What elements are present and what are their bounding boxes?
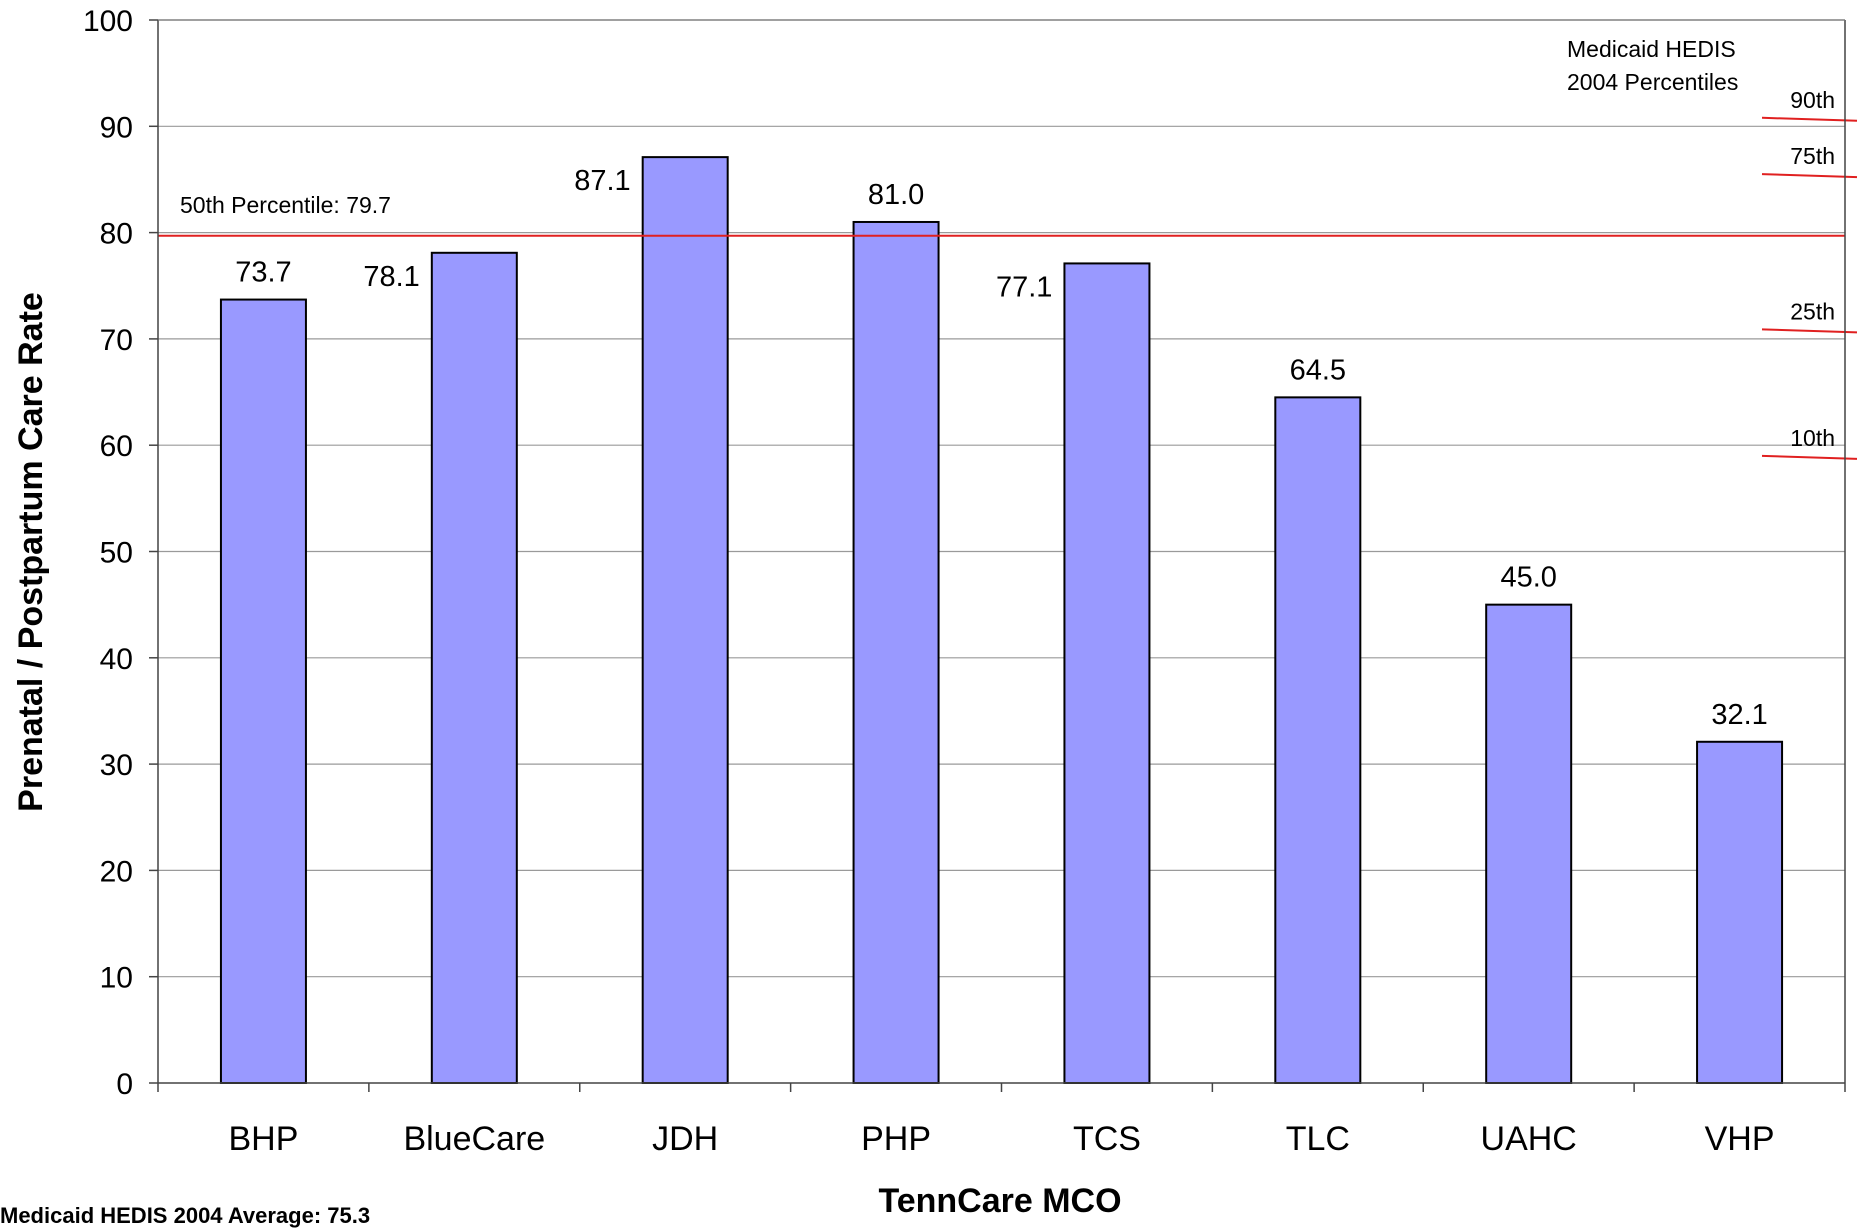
y-tick-label: 0: [116, 1068, 133, 1101]
y-tick-label: 10: [100, 962, 133, 995]
bar-tcs: [1063, 262, 1151, 1084]
data-label: 78.1: [363, 261, 419, 293]
bar-jdh: [641, 156, 729, 1084]
x-tick-label: TLC: [1286, 1120, 1350, 1158]
percentile-marker-90th: [1761, 116, 1858, 122]
x-tick-label: VHP: [1705, 1120, 1775, 1158]
y-tick-label: 100: [83, 5, 133, 38]
labels: 0 10 20 30 40 50 60 70 80 90 100 BHP 73.7 BlueCare 78.…: [83, 5, 1835, 1158]
x-tick-label: BHP: [228, 1120, 298, 1158]
y-tick-label: 40: [100, 643, 133, 676]
y-tick-label: 90: [100, 111, 133, 144]
percentile-label-90th: 90th: [1790, 87, 1835, 113]
reference-lines: [158, 116, 1858, 460]
data-label: 87.1: [574, 165, 630, 197]
y-tick-label: 50: [100, 537, 133, 570]
median-reference-label: 50th Percentile: 79.7: [180, 192, 391, 218]
gridlines: [158, 19, 1845, 978]
footnote: Medicaid HEDIS 2004 Average: 75.3: [0, 1203, 371, 1228]
percentile-marker-75th: [1761, 173, 1858, 179]
y-tick-label: 80: [100, 218, 133, 251]
bar-bluecare: [430, 251, 518, 1084]
bar-bhp: [219, 298, 307, 1085]
percentile-label-10th: 10th: [1790, 425, 1835, 451]
percentile-marker-25th: [1761, 328, 1858, 334]
percentile-label-25th: 25th: [1790, 298, 1835, 324]
y-tick-label: 60: [100, 430, 133, 463]
percentile-marker-10th: [1761, 454, 1858, 460]
percentile-legend-line1: Medicaid HEDIS: [1567, 36, 1736, 62]
data-label: 45.0: [1500, 562, 1556, 594]
x-tick-label: TCS: [1073, 1120, 1141, 1158]
bar-uahc: [1485, 603, 1573, 1085]
x-tick-label: BlueCare: [403, 1120, 545, 1158]
bar-php: [852, 220, 940, 1085]
data-label: 32.1: [1711, 699, 1767, 731]
y-tick-label: 20: [100, 855, 133, 888]
y-axis-title: Prenatal / Postpartum Care Rate: [12, 292, 50, 812]
axes: [149, 19, 1846, 1092]
bar-tlc: [1274, 396, 1362, 1084]
x-tick-label: JDH: [652, 1120, 718, 1158]
y-tick-label: 70: [100, 324, 133, 357]
data-label: 77.1: [996, 271, 1052, 303]
y-tick-label: 30: [100, 749, 133, 782]
x-tick-label: PHP: [861, 1120, 931, 1158]
data-label: 64.5: [1290, 354, 1346, 386]
bar-vhp: [1696, 740, 1784, 1084]
percentile-legend-line2: 2004 Percentiles: [1567, 69, 1738, 95]
x-tick-label: UAHC: [1481, 1120, 1577, 1158]
percentile-label-75th: 75th: [1790, 143, 1835, 169]
data-label: 81.0: [868, 179, 924, 211]
x-axis-title: TennCare MCO: [878, 1182, 1121, 1219]
data-label: 73.7: [235, 257, 291, 289]
